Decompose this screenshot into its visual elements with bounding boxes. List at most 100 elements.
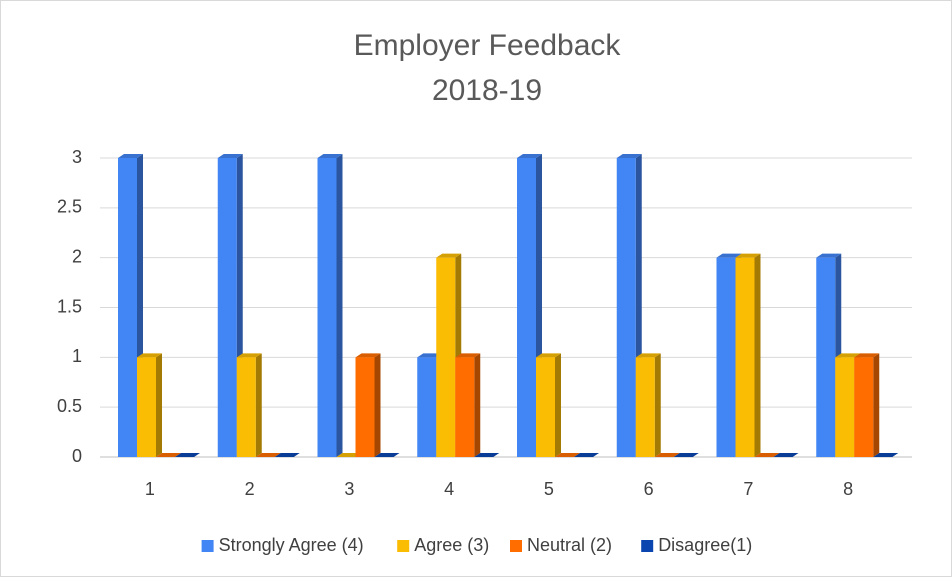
bar-top (574, 453, 599, 457)
bar-group (317, 154, 343, 457)
legend-swatch (201, 540, 214, 552)
bar-group (474, 453, 500, 457)
bar-group (255, 453, 281, 457)
bar-top (536, 353, 561, 358)
bar (417, 357, 437, 457)
bar-top (835, 353, 861, 358)
bar-top (118, 154, 143, 158)
bar (816, 257, 836, 457)
legend-label: Strongly Agree (4) (219, 535, 364, 555)
bar-top (673, 453, 699, 457)
bar-group (536, 353, 561, 457)
bar-top (816, 253, 842, 258)
bar (735, 257, 755, 457)
bar-side (374, 353, 381, 457)
x-tick-label: 3 (344, 479, 354, 499)
bar-top (773, 453, 799, 457)
bar-group (773, 453, 799, 457)
y-tick-label: 1.5 (57, 296, 82, 316)
bar (355, 357, 375, 457)
chart-subtitle: 2018-19 (432, 74, 542, 107)
bar-side (336, 154, 343, 457)
bar-side (255, 353, 262, 457)
bar (137, 357, 156, 457)
bar (436, 257, 456, 457)
bar (517, 158, 536, 457)
bar-top (436, 253, 462, 258)
legend-label: Agree (3) (414, 535, 489, 555)
legend-swatch (397, 540, 410, 552)
bar-group (175, 453, 200, 457)
bar-group (654, 453, 680, 457)
y-tick-label: 2 (72, 246, 82, 266)
bar-group (555, 453, 580, 457)
bar-group (274, 453, 300, 457)
bar-top (455, 353, 481, 358)
bar (118, 158, 137, 457)
bar-side (474, 353, 481, 457)
bar-top (754, 453, 780, 457)
bar-top (417, 353, 443, 358)
bar-group (336, 453, 362, 457)
bar-top (137, 353, 162, 358)
y-tick-label: 3 (72, 147, 82, 167)
bar (217, 158, 237, 457)
bar-group (137, 353, 162, 457)
bar (854, 357, 874, 457)
bar-top (156, 453, 181, 457)
bar-top (317, 154, 343, 158)
legend-label: Disagree(1) (658, 535, 752, 555)
bar-group (236, 353, 262, 457)
y-tick-label: 0.5 (57, 396, 82, 416)
bar-top (175, 453, 200, 457)
legend-label: Neutral (2) (527, 535, 612, 555)
bar (635, 357, 655, 457)
bar-group (635, 353, 661, 457)
bar (455, 357, 475, 457)
legend-swatch (510, 540, 522, 552)
bar-top (336, 453, 362, 457)
bar-group (355, 353, 381, 457)
bar-top (854, 353, 880, 358)
bar-top (735, 253, 761, 258)
bar-group (854, 353, 880, 457)
bar-side (654, 353, 661, 457)
bar-group (873, 453, 899, 457)
y-tick-label: 0 (72, 446, 82, 466)
bar (716, 257, 736, 457)
x-tick-label: 8 (843, 479, 853, 499)
chart-title: Employer Feedback (354, 29, 622, 62)
bar-side (555, 353, 561, 457)
bar-top (555, 453, 580, 457)
bar-top (255, 453, 281, 457)
bar-top (236, 353, 262, 358)
bar-group (673, 453, 699, 457)
x-tick-label: 4 (444, 479, 454, 499)
bar-side (754, 253, 761, 457)
x-tick-label: 1 (145, 479, 155, 499)
bar-top (374, 453, 400, 457)
x-tick-label: 6 (644, 479, 654, 499)
bar-side (156, 353, 162, 457)
bar-top (474, 453, 500, 457)
bar (616, 158, 636, 457)
bar-top (873, 453, 899, 457)
bar (536, 357, 555, 457)
bar-top (654, 453, 680, 457)
bar-top (716, 253, 742, 258)
bar-group (735, 253, 761, 457)
bar-top (517, 154, 542, 158)
y-tick-label: 2.5 (57, 197, 82, 217)
bar-top (635, 353, 661, 358)
y-tick-label: 1 (72, 346, 82, 366)
bar-group (374, 453, 400, 457)
bar-top (217, 154, 243, 158)
x-tick-label: 2 (245, 479, 255, 499)
bar-group (455, 353, 481, 457)
bar (835, 357, 855, 457)
bar-side (873, 353, 880, 457)
bar-top (274, 453, 300, 457)
x-tick-label: 7 (743, 479, 753, 499)
